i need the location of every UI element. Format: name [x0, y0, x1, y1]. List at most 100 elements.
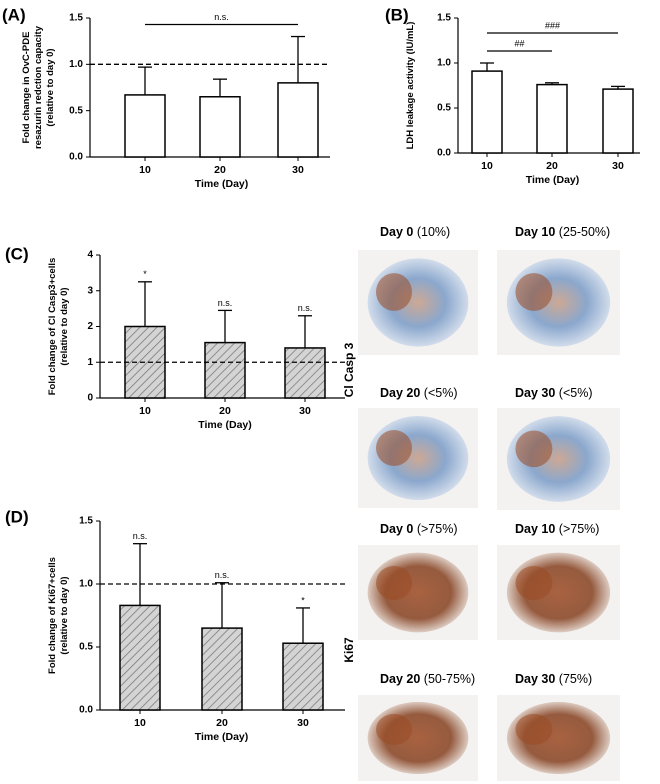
significance-label: *: [301, 595, 305, 605]
micrograph-day: Day 20: [380, 672, 420, 686]
micrograph-tissue: [376, 565, 412, 601]
bar: [204, 341, 246, 399]
chart: (B) 0.0 0.5 1.0 1.5 LDH leakage activity (IU/…: [385, 5, 640, 186]
y-tick-label: 1.5: [79, 516, 93, 527]
y-tick-label: 0.0: [437, 148, 451, 159]
panel-label: (A): [2, 5, 26, 24]
micrograph-tissue: [515, 713, 553, 745]
x-tick-label: 30: [299, 405, 311, 417]
micrograph-title: Day 10 (25-50%): [515, 225, 610, 239]
micrograph-title: Day 30 (75%): [515, 672, 592, 686]
x-axis-label: Time (Day): [195, 178, 249, 190]
y-tick-label: 0.5: [79, 642, 93, 653]
bar: [199, 96, 241, 158]
bar: [124, 94, 166, 158]
x-tick-label: 30: [297, 717, 309, 729]
bar: [119, 604, 161, 711]
y-tick-label: 0.0: [69, 152, 83, 163]
bar: [277, 82, 319, 158]
micrograph-title: Day 0 (>75%): [380, 522, 457, 536]
micrograph-title: Day 10 (>75%): [515, 522, 599, 536]
y-tick-label: 2: [87, 321, 93, 332]
significance-label: n.s.: [215, 570, 230, 580]
x-tick-label: 10: [139, 405, 151, 417]
micrograph-title: Day 20 (<5%): [380, 386, 457, 400]
chart: (D) 0.0 0.5 1.0 1.5 Fold change of Ki67+cells…: [5, 507, 345, 743]
y-axis-label-line: LDH leakage activity (IU/mL): [405, 22, 416, 150]
micrograph-day: Day 10: [515, 225, 555, 239]
y-tick-label: 1.0: [437, 58, 451, 69]
micrograph-day: Day 30: [515, 386, 555, 400]
x-axis-label: Time (Day): [526, 174, 580, 186]
micrograph-percent: (25-50%): [555, 225, 610, 239]
panel-label: (D): [5, 507, 29, 526]
y-tick-label: 0.5: [437, 103, 451, 114]
chart: (C) 0 1 2 3 4 Fold change of Cl Casp3+cells(re…: [5, 244, 345, 431]
micrograph-tissue: [515, 565, 553, 601]
panel-label: (C): [5, 244, 29, 263]
chart: (A) 0.0 0.5 1.0 1.5 Fold change in OvC-PDEres…: [2, 5, 330, 190]
micrograph-title: Day 0 (10%): [380, 225, 450, 239]
y-axis-label-line: Fold change in OvC-PDE: [21, 32, 32, 144]
micrograph-percent: (>75%): [413, 522, 457, 536]
micrograph-day: Day 0: [380, 522, 413, 536]
y-axis-label: Fold change of Cl Casp3+cells(relative t…: [47, 258, 70, 396]
y-tick-label: 0: [87, 393, 93, 404]
micrograph-percent: (<5%): [420, 386, 457, 400]
y-tick-label: 1.0: [79, 579, 93, 590]
y-tick-label: 4: [87, 250, 93, 261]
bar: [602, 88, 634, 154]
micrograph-day: Day 0: [380, 225, 413, 239]
bar: [284, 347, 326, 399]
x-tick-label: 30: [292, 164, 304, 176]
micrograph-percent: (>75%): [555, 522, 599, 536]
x-tick-label: 10: [134, 717, 146, 729]
x-tick-label: 20: [216, 717, 228, 729]
bar: [201, 627, 243, 711]
bar: [471, 70, 503, 154]
micrograph-percent: (75%): [555, 672, 592, 686]
y-tick-label: 1.5: [69, 13, 83, 24]
micrograph-day: Day 20: [380, 386, 420, 400]
y-tick-label: 0.0: [79, 705, 93, 716]
y-axis-label-line: resazurin redction capacity: [33, 25, 44, 149]
micrograph-title: Day 30 (<5%): [515, 386, 592, 400]
y-axis-label-line: (relative to day 0): [59, 287, 70, 365]
y-axis-label-line: Fold change of Ki67+cells: [47, 557, 58, 674]
y-axis-label-line: (relative to day 0): [45, 48, 56, 126]
bar: [536, 83, 568, 154]
y-tick-label: 3: [87, 285, 93, 296]
panel-label: (B): [385, 5, 409, 24]
x-tick-label: 30: [612, 160, 624, 172]
micrograph-title: Day 20 (50-75%): [380, 672, 475, 686]
stain-label: Ki67: [342, 637, 356, 663]
x-tick-label: 10: [139, 164, 151, 176]
bracket-label: n.s.: [214, 12, 229, 22]
y-axis-label-line: (relative to day 0): [59, 576, 70, 654]
significance-label: n.s.: [218, 298, 233, 308]
x-axis-label: Time (Day): [195, 731, 249, 743]
x-tick-label: 20: [219, 405, 231, 417]
micrograph-tissue: [376, 430, 412, 466]
micrograph-day: Day 10: [515, 522, 555, 536]
x-tick-label: 20: [546, 160, 558, 172]
micrograph-percent: (10%): [413, 225, 450, 239]
significance-label: n.s.: [298, 303, 313, 313]
y-axis-label-line: Fold change of Cl Casp3+cells: [47, 258, 58, 396]
bar: [282, 642, 324, 711]
significance-label: *: [143, 269, 147, 279]
x-tick-label: 20: [214, 164, 226, 176]
y-tick-label: 1.0: [69, 59, 83, 70]
y-axis-label: LDH leakage activity (IU/mL): [405, 22, 416, 150]
y-tick-label: 0.5: [69, 105, 83, 116]
y-tick-label: 1: [87, 357, 93, 368]
x-tick-label: 10: [481, 160, 493, 172]
micrograph-tissue: [515, 273, 553, 311]
significance-label: n.s.: [133, 531, 148, 541]
micrograph-percent: (<5%): [555, 386, 592, 400]
micrograph-day: Day 30: [515, 672, 555, 686]
micrograph-tissue: [376, 273, 412, 311]
y-axis-label: Fold change of Ki67+cells(relative to da…: [47, 557, 70, 674]
stain-label: Cl Casp 3: [342, 342, 356, 397]
